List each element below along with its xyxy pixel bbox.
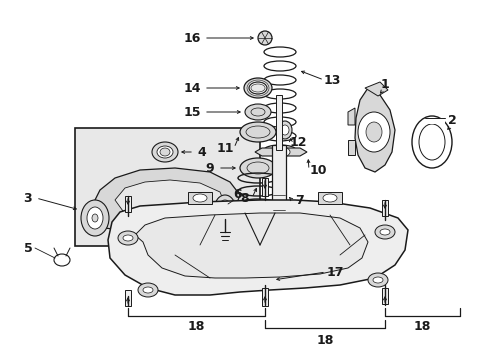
Ellipse shape <box>372 277 382 283</box>
Text: 12: 12 <box>289 136 306 149</box>
Ellipse shape <box>244 104 270 120</box>
Text: 3: 3 <box>23 192 32 204</box>
Ellipse shape <box>142 287 153 293</box>
Text: 4: 4 <box>197 145 206 158</box>
Ellipse shape <box>118 231 138 245</box>
Ellipse shape <box>248 82 266 94</box>
Bar <box>125 290 131 306</box>
Text: 6: 6 <box>233 189 242 202</box>
Text: 16: 16 <box>183 31 200 45</box>
Text: 18: 18 <box>187 320 204 333</box>
Ellipse shape <box>357 112 389 152</box>
Ellipse shape <box>240 158 275 178</box>
Bar <box>271 270 285 280</box>
Polygon shape <box>90 168 240 230</box>
Bar <box>271 145 285 265</box>
Ellipse shape <box>379 229 389 235</box>
Bar <box>269 262 287 270</box>
Ellipse shape <box>273 147 289 157</box>
Ellipse shape <box>258 31 271 45</box>
Ellipse shape <box>240 122 275 142</box>
Polygon shape <box>115 180 224 218</box>
Ellipse shape <box>87 207 103 229</box>
Ellipse shape <box>123 235 133 241</box>
Ellipse shape <box>152 142 178 162</box>
Text: 7: 7 <box>295 194 304 207</box>
Ellipse shape <box>81 200 109 236</box>
Text: 17: 17 <box>325 266 343 279</box>
Ellipse shape <box>365 122 381 142</box>
Ellipse shape <box>215 195 235 219</box>
Bar <box>275 95 282 150</box>
Polygon shape <box>135 213 367 278</box>
Ellipse shape <box>244 78 271 98</box>
Ellipse shape <box>160 148 170 156</box>
Text: 14: 14 <box>183 81 201 94</box>
Ellipse shape <box>367 273 387 287</box>
Polygon shape <box>364 82 387 96</box>
Bar <box>381 200 387 216</box>
Text: 18: 18 <box>412 320 430 333</box>
Ellipse shape <box>323 194 336 202</box>
Polygon shape <box>354 88 394 172</box>
Text: 8: 8 <box>240 192 249 204</box>
Bar <box>75 128 260 246</box>
Bar <box>262 288 267 306</box>
Bar <box>424 118 444 124</box>
Text: 10: 10 <box>308 163 326 176</box>
Ellipse shape <box>125 221 135 229</box>
Text: 9: 9 <box>205 162 214 175</box>
Text: 1: 1 <box>380 78 388 91</box>
Ellipse shape <box>120 217 140 233</box>
Bar <box>317 192 341 204</box>
Text: 15: 15 <box>183 105 201 118</box>
Polygon shape <box>347 140 354 155</box>
Text: 2: 2 <box>447 113 455 126</box>
Ellipse shape <box>278 121 291 139</box>
Ellipse shape <box>157 146 173 158</box>
Bar <box>187 192 212 204</box>
Ellipse shape <box>374 225 394 239</box>
Ellipse shape <box>193 194 206 202</box>
Polygon shape <box>347 108 354 125</box>
Ellipse shape <box>138 283 158 297</box>
Bar <box>125 196 131 212</box>
Text: 5: 5 <box>23 242 32 255</box>
Text: 13: 13 <box>323 73 340 86</box>
Ellipse shape <box>92 214 98 222</box>
Ellipse shape <box>418 124 444 160</box>
Ellipse shape <box>281 125 288 135</box>
Text: 11: 11 <box>216 141 233 154</box>
Bar <box>381 288 387 304</box>
Bar <box>262 178 267 196</box>
Polygon shape <box>108 200 407 295</box>
Ellipse shape <box>219 200 230 214</box>
Polygon shape <box>254 148 306 156</box>
Text: 18: 18 <box>316 333 333 346</box>
